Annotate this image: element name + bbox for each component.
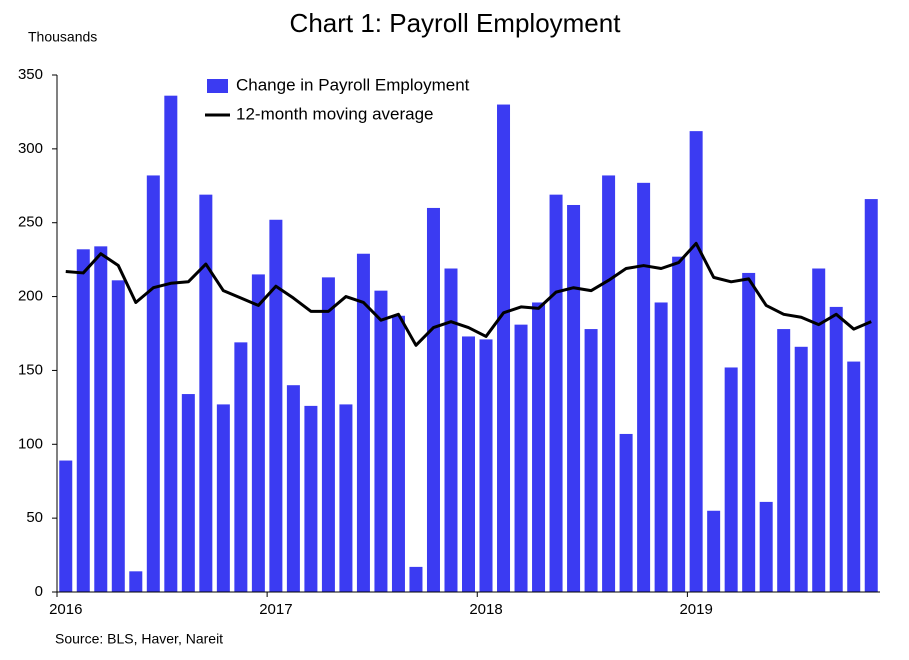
bar [426,207,440,592]
bar [444,268,458,592]
bar [409,566,423,592]
bar [111,280,125,592]
bar [391,315,405,592]
bar [269,219,283,592]
bar [94,246,108,592]
y-axis-label: Thousands [28,29,97,45]
bar [812,268,826,592]
bar [654,302,668,592]
bar [146,175,160,592]
bar [514,324,528,592]
x-tick-label: 2017 [259,601,292,618]
source-note: Source: BLS, Haver, Nareit [55,631,223,647]
bar [321,277,335,592]
x-tick-label: 2019 [679,601,712,618]
y-tick-label: 250 [18,214,43,231]
bar [794,346,808,592]
bar [164,95,178,593]
bar [567,204,581,592]
bar [724,367,738,592]
bar [286,385,300,592]
bar [129,571,143,592]
bar [707,510,721,592]
bar [181,394,195,592]
bar [619,433,633,592]
bar [602,175,616,592]
bar [356,253,370,592]
bar [759,501,773,592]
legend-swatch [207,79,228,93]
legend-label: 12-month moving average [236,104,434,123]
bar [462,336,475,592]
chart-title: Chart 1: Payroll Employment [290,8,622,38]
bar [76,249,90,592]
bar [549,194,563,593]
legend-label: Change in Payroll Employment [236,75,470,94]
bar [829,306,843,592]
bar [584,329,598,592]
bar [479,339,493,592]
bar [864,199,878,592]
bar [847,361,861,592]
line-series [65,241,872,347]
bar [216,404,230,592]
x-tick-label: 2018 [469,601,502,618]
bar [637,182,651,592]
bar [532,302,546,592]
bar [199,194,213,593]
y-tick-label: 0 [35,583,43,600]
bar [777,329,791,592]
y-tick-label: 350 [18,66,43,83]
bar [742,272,756,592]
bar [672,256,686,592]
bar [59,460,73,592]
bar [374,290,388,592]
bar [234,342,248,592]
x-tick-label: 2016 [49,601,82,618]
y-tick-label: 300 [18,140,43,157]
y-tick-label: 50 [26,509,43,526]
bar [689,131,703,593]
y-tick-label: 200 [18,288,43,305]
bar [339,404,353,592]
bar [304,405,318,592]
bar [497,104,511,593]
y-tick-label: 100 [18,435,43,452]
y-tick-label: 150 [18,361,43,378]
bar [251,274,265,592]
